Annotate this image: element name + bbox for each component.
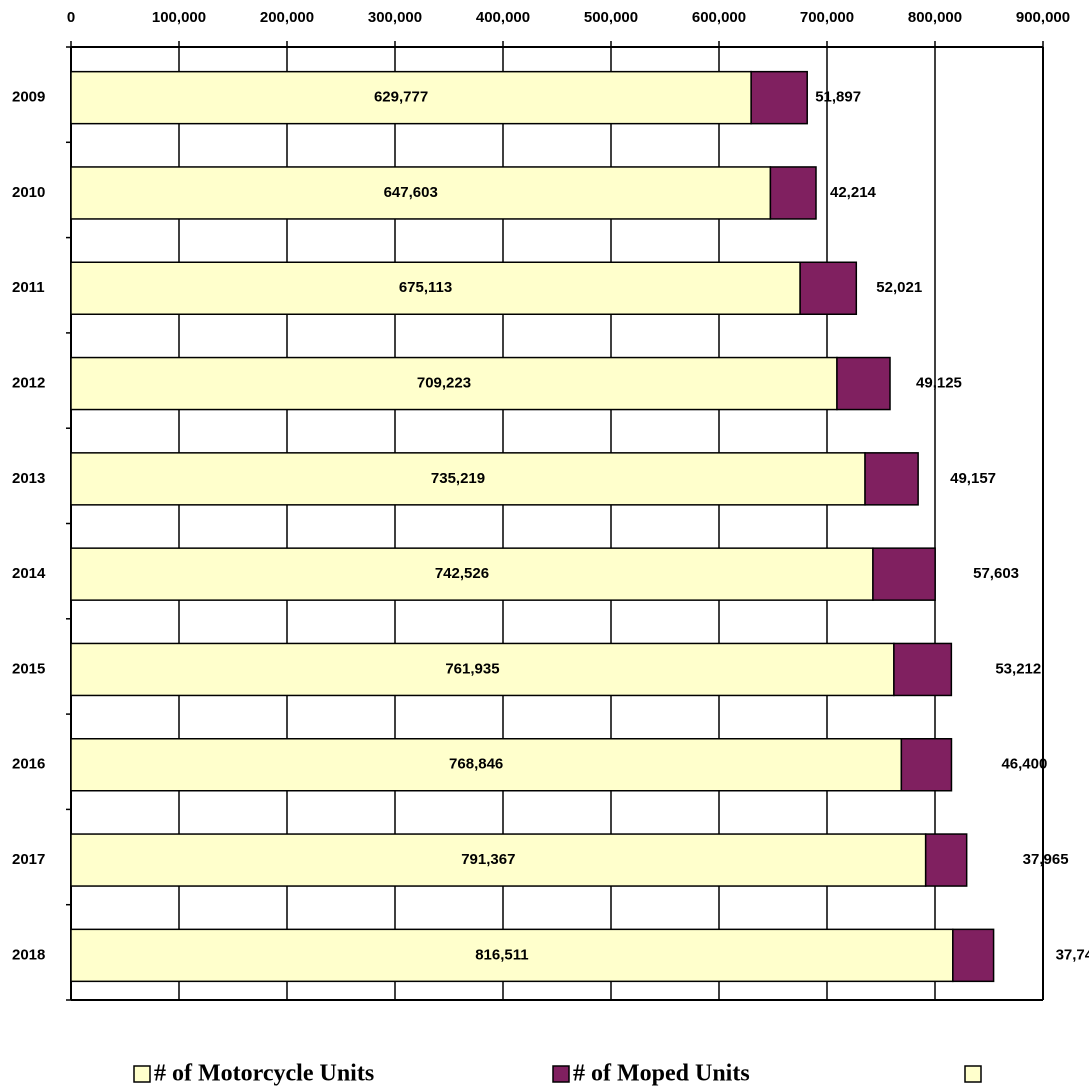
- data-label: 816,511: [475, 946, 528, 963]
- bar-segment: [900, 738, 953, 792]
- data-label: 37,741: [1056, 946, 1089, 963]
- data-label: 675,113: [399, 279, 452, 296]
- data-label: 735,219: [431, 470, 485, 487]
- bar-segment: [70, 261, 801, 315]
- y-tick-label: 2013: [12, 470, 45, 487]
- y-tick-label: 2011: [12, 279, 45, 296]
- bar-segment: [769, 166, 817, 220]
- bar-segment: [70, 833, 927, 887]
- x-tick-label: 800,000: [908, 9, 962, 26]
- x-tick-label: 900,000: [1016, 9, 1070, 26]
- y-tick-label: 2012: [12, 375, 45, 392]
- x-tick-label: 100,000: [152, 9, 206, 26]
- bar-segment: [864, 452, 919, 506]
- x-tick-label: 0: [67, 9, 75, 26]
- data-label: 57,603: [973, 565, 1019, 582]
- bar-segment: [70, 738, 903, 792]
- x-tick-label: 700,000: [800, 9, 854, 26]
- data-label: 49,157: [950, 470, 996, 487]
- data-label: 791,367: [461, 851, 515, 868]
- bar-segment: [924, 833, 968, 887]
- y-tick-label: 2014: [12, 565, 46, 582]
- legend-swatch: [964, 1065, 982, 1083]
- y-tick-label: 2016: [12, 756, 45, 773]
- x-tick-label: 600,000: [692, 9, 746, 26]
- data-label: 53,212: [995, 660, 1041, 677]
- data-label: 742,526: [435, 565, 489, 582]
- y-tick-label: 2015: [12, 660, 45, 677]
- bar-segment: [70, 642, 895, 697]
- data-label: 51,897: [815, 89, 861, 106]
- legend-swatch: [133, 1065, 151, 1083]
- data-label: 42,214: [830, 184, 877, 201]
- bar-segment: [952, 928, 995, 983]
- y-tick-label: 2009: [12, 89, 45, 106]
- x-tick-label: 300,000: [368, 9, 422, 26]
- data-label: 49,125: [916, 375, 962, 392]
- legend-label: # of Moped Units: [573, 1061, 750, 1087]
- x-tick-label: 500,000: [584, 9, 638, 26]
- data-label: 37,965: [1023, 851, 1069, 868]
- y-tick-label: 2018: [12, 946, 45, 963]
- data-label: 647,603: [384, 184, 438, 201]
- data-label: 629,777: [374, 89, 428, 106]
- data-label: 761,935: [445, 660, 499, 677]
- legend-swatch: [552, 1065, 570, 1083]
- y-tick-label: 2017: [12, 851, 45, 868]
- data-label: 768,846: [449, 756, 503, 773]
- y-tick-label: 2010: [12, 184, 45, 201]
- bar-segment: [70, 452, 866, 506]
- x-tick-label: 200,000: [260, 9, 314, 26]
- bar-segment: [799, 261, 858, 315]
- x-tick-label: 400,000: [476, 9, 530, 26]
- bar-segment: [750, 70, 808, 125]
- legend-label: # of Motorcycle Units: [154, 1061, 374, 1087]
- bar-segment: [70, 70, 752, 125]
- data-label: 52,021: [876, 279, 922, 296]
- bar-segment: [70, 356, 838, 411]
- bar-segment: [893, 642, 953, 697]
- bar-segment: [70, 166, 772, 220]
- data-label: 46,400: [1001, 756, 1047, 773]
- data-label: 709,223: [417, 375, 471, 392]
- bar-segment: [70, 928, 954, 983]
- bar-segment: [836, 356, 891, 411]
- bar-segment: [872, 547, 936, 601]
